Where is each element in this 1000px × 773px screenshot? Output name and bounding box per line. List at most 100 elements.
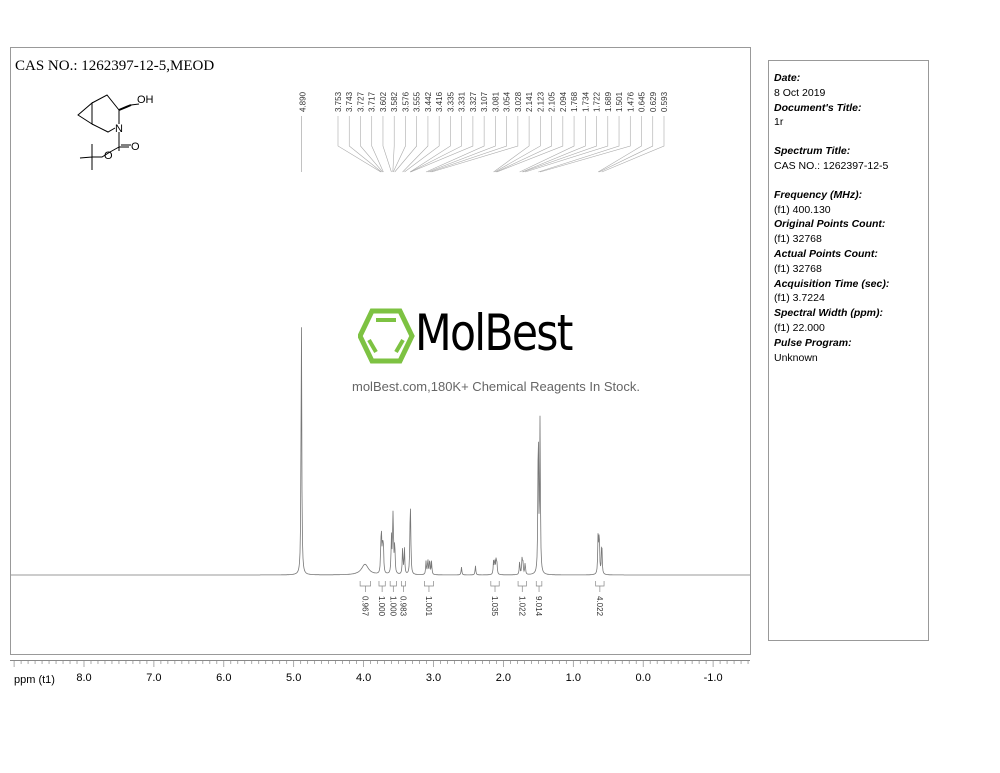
peak-label: 3.727 bbox=[356, 91, 365, 112]
peak-label: 3.602 bbox=[379, 91, 388, 112]
peak-label-connector bbox=[427, 116, 496, 173]
integral-value: 1.000 bbox=[377, 596, 386, 617]
peak-label-connector bbox=[402, 116, 429, 173]
plot-frame bbox=[10, 47, 751, 655]
integral-value: 0.967 bbox=[360, 596, 369, 617]
peak-label-connector bbox=[495, 116, 552, 173]
molbest-logo-icon bbox=[358, 308, 415, 364]
info-value: (f1) 400.130 bbox=[774, 203, 831, 216]
info-value: CAS NO.: 1262397-12-5 bbox=[774, 159, 889, 172]
x-tick-label: 1.0 bbox=[566, 672, 581, 684]
integral-bracket bbox=[424, 581, 434, 592]
peak-label-connector bbox=[538, 116, 620, 173]
spectrum-line bbox=[11, 327, 750, 576]
molecule-o-label: O bbox=[104, 150, 113, 162]
peak-label: 1.476 bbox=[626, 91, 635, 112]
integral-value: 1.000 bbox=[388, 596, 397, 617]
info-key: Spectrum Title: bbox=[774, 145, 851, 158]
info-key: Pulse Program: bbox=[774, 336, 852, 349]
info-key: Date: bbox=[774, 72, 801, 84]
peak-label-connector bbox=[521, 116, 586, 173]
integral-bracket bbox=[400, 581, 406, 592]
watermark-tagline: molBest.com,180K+ Chemical Reagents In S… bbox=[352, 379, 640, 394]
info-key: Original Points Count: bbox=[774, 218, 886, 231]
info-key: Document's Title: bbox=[774, 101, 862, 114]
x-tick-label: 8.0 bbox=[76, 672, 91, 684]
peak-label: 3.442 bbox=[424, 91, 433, 112]
peak-label-connector bbox=[425, 116, 485, 173]
spectrum-title: CAS NO.: 1262397-12-5,MEOD bbox=[15, 58, 215, 74]
integrals: 0.967 1.000 1.000 0.983 1.001 1.035 1.022 9.014… bbox=[359, 581, 605, 617]
peak-label: 4.890 bbox=[298, 91, 307, 112]
peak-label-connector bbox=[597, 116, 642, 173]
peak-label-connector bbox=[522, 116, 597, 173]
peak-label: 3.028 bbox=[514, 91, 523, 112]
peak-label-connector bbox=[348, 116, 382, 173]
peak-label-connector bbox=[392, 116, 395, 173]
peak-label-connector bbox=[496, 116, 564, 173]
peak-label: 1.734 bbox=[581, 91, 590, 112]
peak-label: 3.081 bbox=[491, 91, 500, 112]
x-tick-label: 5.0 bbox=[286, 672, 301, 684]
peak-label-connector bbox=[494, 116, 541, 173]
peak-label-connector bbox=[410, 116, 462, 173]
peak-label-connector bbox=[360, 116, 383, 173]
integral-value: 9.014 bbox=[534, 596, 543, 617]
peak-label: 2.141 bbox=[525, 91, 534, 112]
x-tick-label: 2.0 bbox=[496, 672, 511, 684]
integral-value: 4.022 bbox=[595, 596, 604, 617]
info-value: (f1) 3.7224 bbox=[774, 292, 825, 305]
x-axis: 8.0 7.0 6.0 5.0 4.0 3.0 2.0 1.0 0.0 -1.0 bbox=[10, 660, 750, 684]
peak-label: 2.094 bbox=[559, 91, 568, 112]
molecule-n-label: N bbox=[115, 123, 123, 135]
peak-label-connector bbox=[493, 116, 530, 173]
info-key: Spectral Width (ppm): bbox=[774, 307, 883, 320]
peak-label-connector bbox=[394, 116, 417, 173]
peak-label-connector bbox=[539, 116, 631, 173]
x-tick-label: 4.0 bbox=[356, 672, 371, 684]
peak-label: 3.335 bbox=[446, 91, 455, 112]
peak-label-connector bbox=[431, 116, 519, 173]
integral-bracket bbox=[517, 581, 527, 592]
info-value: Unknown bbox=[774, 351, 818, 364]
x-tick-label: 3.0 bbox=[426, 672, 441, 684]
peak-label: 3.753 bbox=[334, 91, 343, 112]
peak-label: 1.689 bbox=[604, 91, 613, 112]
info-key: Acquisition Time (sec): bbox=[774, 277, 890, 290]
peak-label: 3.582 bbox=[390, 91, 399, 112]
info-value: (f1) 32768 bbox=[774, 233, 822, 246]
watermark-brand: MolBest bbox=[415, 304, 573, 362]
peak-label: 3.717 bbox=[368, 91, 377, 112]
peak-label-connector bbox=[410, 116, 474, 173]
x-tick-label: 0.0 bbox=[636, 672, 651, 684]
peak-label-connector bbox=[601, 116, 665, 173]
peak-label: 3.555 bbox=[413, 91, 422, 112]
integral-bracket bbox=[535, 581, 543, 592]
molecule-o-label: O bbox=[131, 141, 140, 153]
integral-value: 1.022 bbox=[517, 596, 526, 617]
info-value: 8 Oct 2019 bbox=[774, 86, 826, 99]
peak-label: 3.107 bbox=[480, 91, 489, 112]
integral-bracket bbox=[595, 581, 605, 592]
integral-bracket bbox=[490, 581, 500, 592]
peak-label: 0.645 bbox=[638, 91, 647, 112]
peak-label: 3.576 bbox=[401, 91, 410, 112]
integral-bracket bbox=[378, 581, 386, 592]
peak-label-connector bbox=[392, 116, 406, 173]
peak-label-connector bbox=[404, 116, 440, 173]
integral-value: 0.983 bbox=[398, 596, 407, 617]
peak-label: 2.123 bbox=[536, 91, 545, 112]
integral-value: 1.035 bbox=[490, 596, 499, 617]
peak-label: 3.327 bbox=[469, 91, 478, 112]
peak-label: 1.768 bbox=[570, 91, 579, 112]
peak-label: 3.054 bbox=[503, 91, 512, 112]
peak-label: 0.593 bbox=[660, 91, 669, 112]
peak-label-connector bbox=[409, 116, 451, 173]
peak-labels: 4.890 3.753 3.743 3.727 3.717 3.602 3.582 3.576… bbox=[298, 91, 669, 173]
x-tick-label: 7.0 bbox=[146, 672, 161, 684]
peak-label: 1.501 bbox=[615, 91, 624, 112]
peak-label-connector bbox=[337, 116, 382, 173]
peak-label: 3.416 bbox=[435, 91, 444, 112]
info-value: (f1) 32768 bbox=[774, 262, 822, 275]
